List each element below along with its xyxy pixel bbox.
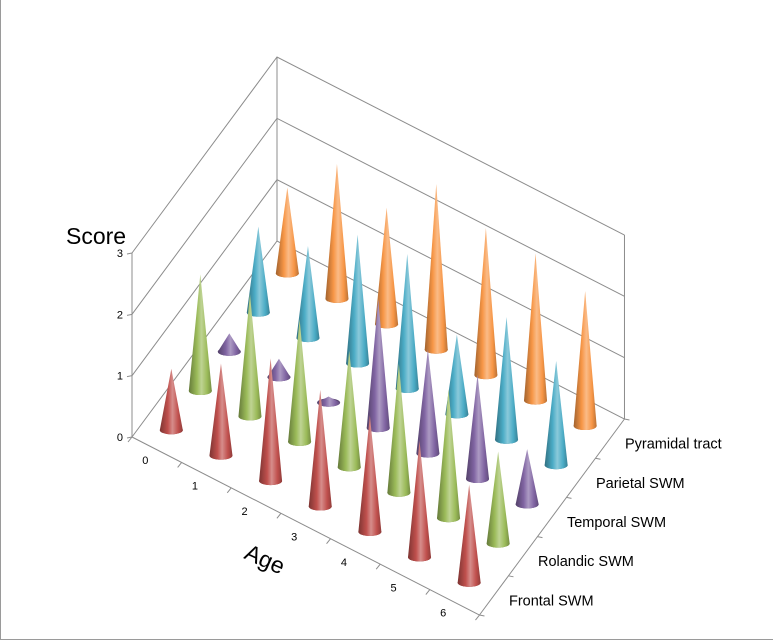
floor-edge	[131, 436, 480, 616]
z-tick-label: 0	[117, 432, 123, 444]
gridline	[131, 117, 625, 315]
back-walls	[126, 56, 630, 621]
cone-rolandic-swm-age-1	[238, 293, 262, 421]
z-tick-mark	[126, 436, 133, 439]
cone-temporal-swm-age-6	[515, 449, 539, 509]
x-tick-mark	[177, 462, 183, 468]
cone-frontal-swm-age-0	[159, 368, 183, 435]
series-row-label: Parietal SWM	[596, 476, 685, 492]
cone-frontal-swm-age-4	[358, 415, 382, 536]
cone-rolandic-swm-age-2	[288, 319, 312, 446]
z-axis-title: Score	[66, 223, 126, 249]
series-tick-mark	[566, 496, 572, 499]
series-row-label: Pyramidal tract	[625, 437, 722, 453]
x-tick-mark	[425, 589, 431, 595]
cone-rolandic-swm-age-4	[387, 363, 411, 497]
cone-frontal-swm-age-3	[308, 389, 332, 511]
cone-marks	[159, 163, 597, 587]
x-tick-mark	[226, 487, 232, 494]
cone-parietal-swm-age-6	[544, 360, 568, 470]
cone-temporal-swm-age-3	[366, 299, 390, 433]
cone-rolandic-swm-age-6	[486, 451, 510, 548]
axis-labels: 0 1 2 3 0 1 2 3 4 5 6 Frontal SWM Rolandic SWM Tempor…	[66, 223, 722, 620]
x-tick-mark	[127, 436, 133, 443]
cone-parietal-swm-age-0	[246, 226, 270, 317]
cone-parietal-swm-age-5	[495, 317, 519, 444]
cone-rolandic-swm-age-3	[337, 350, 361, 472]
x-tick-mark	[475, 614, 480, 621]
z-tick-label: 2	[117, 309, 123, 321]
cone-parietal-swm-age-1	[296, 245, 320, 343]
cone-pyramidal-tract-age-3	[424, 184, 448, 354]
cone-pyramidal-tract-age-4	[474, 227, 498, 380]
series-tick-mark	[537, 536, 543, 539]
x-axis-title: Age	[241, 539, 289, 579]
cone-frontal-swm-age-5	[408, 440, 432, 562]
cone-rolandic-swm-age-5	[437, 389, 461, 523]
cone-temporal-swm-age-2	[317, 396, 341, 407]
z-tick-mark	[126, 313, 133, 316]
cone-pyramidal-tract-age-6	[573, 290, 597, 431]
series-row-label: Frontal SWM	[509, 593, 594, 609]
x-tick-label: 1	[192, 481, 198, 493]
cone-temporal-swm-age-5	[466, 374, 490, 484]
z-tick-label: 1	[117, 371, 123, 383]
series-tick-mark	[508, 575, 514, 578]
gridline	[131, 56, 625, 254]
x-tick-label: 3	[291, 531, 297, 543]
cone-rolandic-swm-age-0	[188, 274, 212, 396]
x-tick-mark	[375, 563, 381, 570]
cone-pyramidal-tract-age-2	[375, 207, 399, 329]
x-tick-label: 2	[242, 506, 248, 518]
z-tick-mark	[126, 252, 133, 255]
x-tick-label: 0	[142, 455, 148, 467]
cone-pyramidal-tract-age-0	[275, 187, 299, 278]
series-tick-mark	[479, 614, 485, 617]
cone-temporal-swm-age-0	[217, 333, 241, 356]
cone-temporal-swm-age-1	[267, 358, 291, 382]
cone-temporal-swm-age-4	[416, 349, 440, 458]
cone-frontal-swm-age-2	[259, 358, 283, 486]
x-tick-label: 6	[440, 608, 446, 620]
cone-frontal-swm-age-1	[209, 363, 233, 460]
x-tick-label: 4	[341, 557, 347, 569]
series-row-label: Temporal SWM	[567, 515, 666, 531]
series-tick-mark	[595, 457, 601, 460]
cone-parietal-swm-age-2	[346, 234, 370, 368]
x-tick-mark	[326, 538, 331, 545]
z-tick-label: 3	[117, 248, 123, 260]
cone-parietal-swm-age-3	[395, 253, 419, 393]
x-tick-label: 5	[390, 582, 396, 594]
cone-pyramidal-tract-age-5	[524, 253, 548, 405]
floor-edge	[479, 418, 625, 616]
z-tick-mark	[126, 375, 133, 378]
cone-frontal-swm-age-6	[457, 484, 481, 587]
cone-parietal-swm-age-4	[445, 334, 469, 419]
series-row-label: Rolandic SWM	[538, 554, 634, 570]
x-tick-mark	[276, 512, 282, 519]
series-tick-mark	[624, 418, 630, 421]
cone-pyramidal-tract-age-1	[325, 163, 349, 303]
